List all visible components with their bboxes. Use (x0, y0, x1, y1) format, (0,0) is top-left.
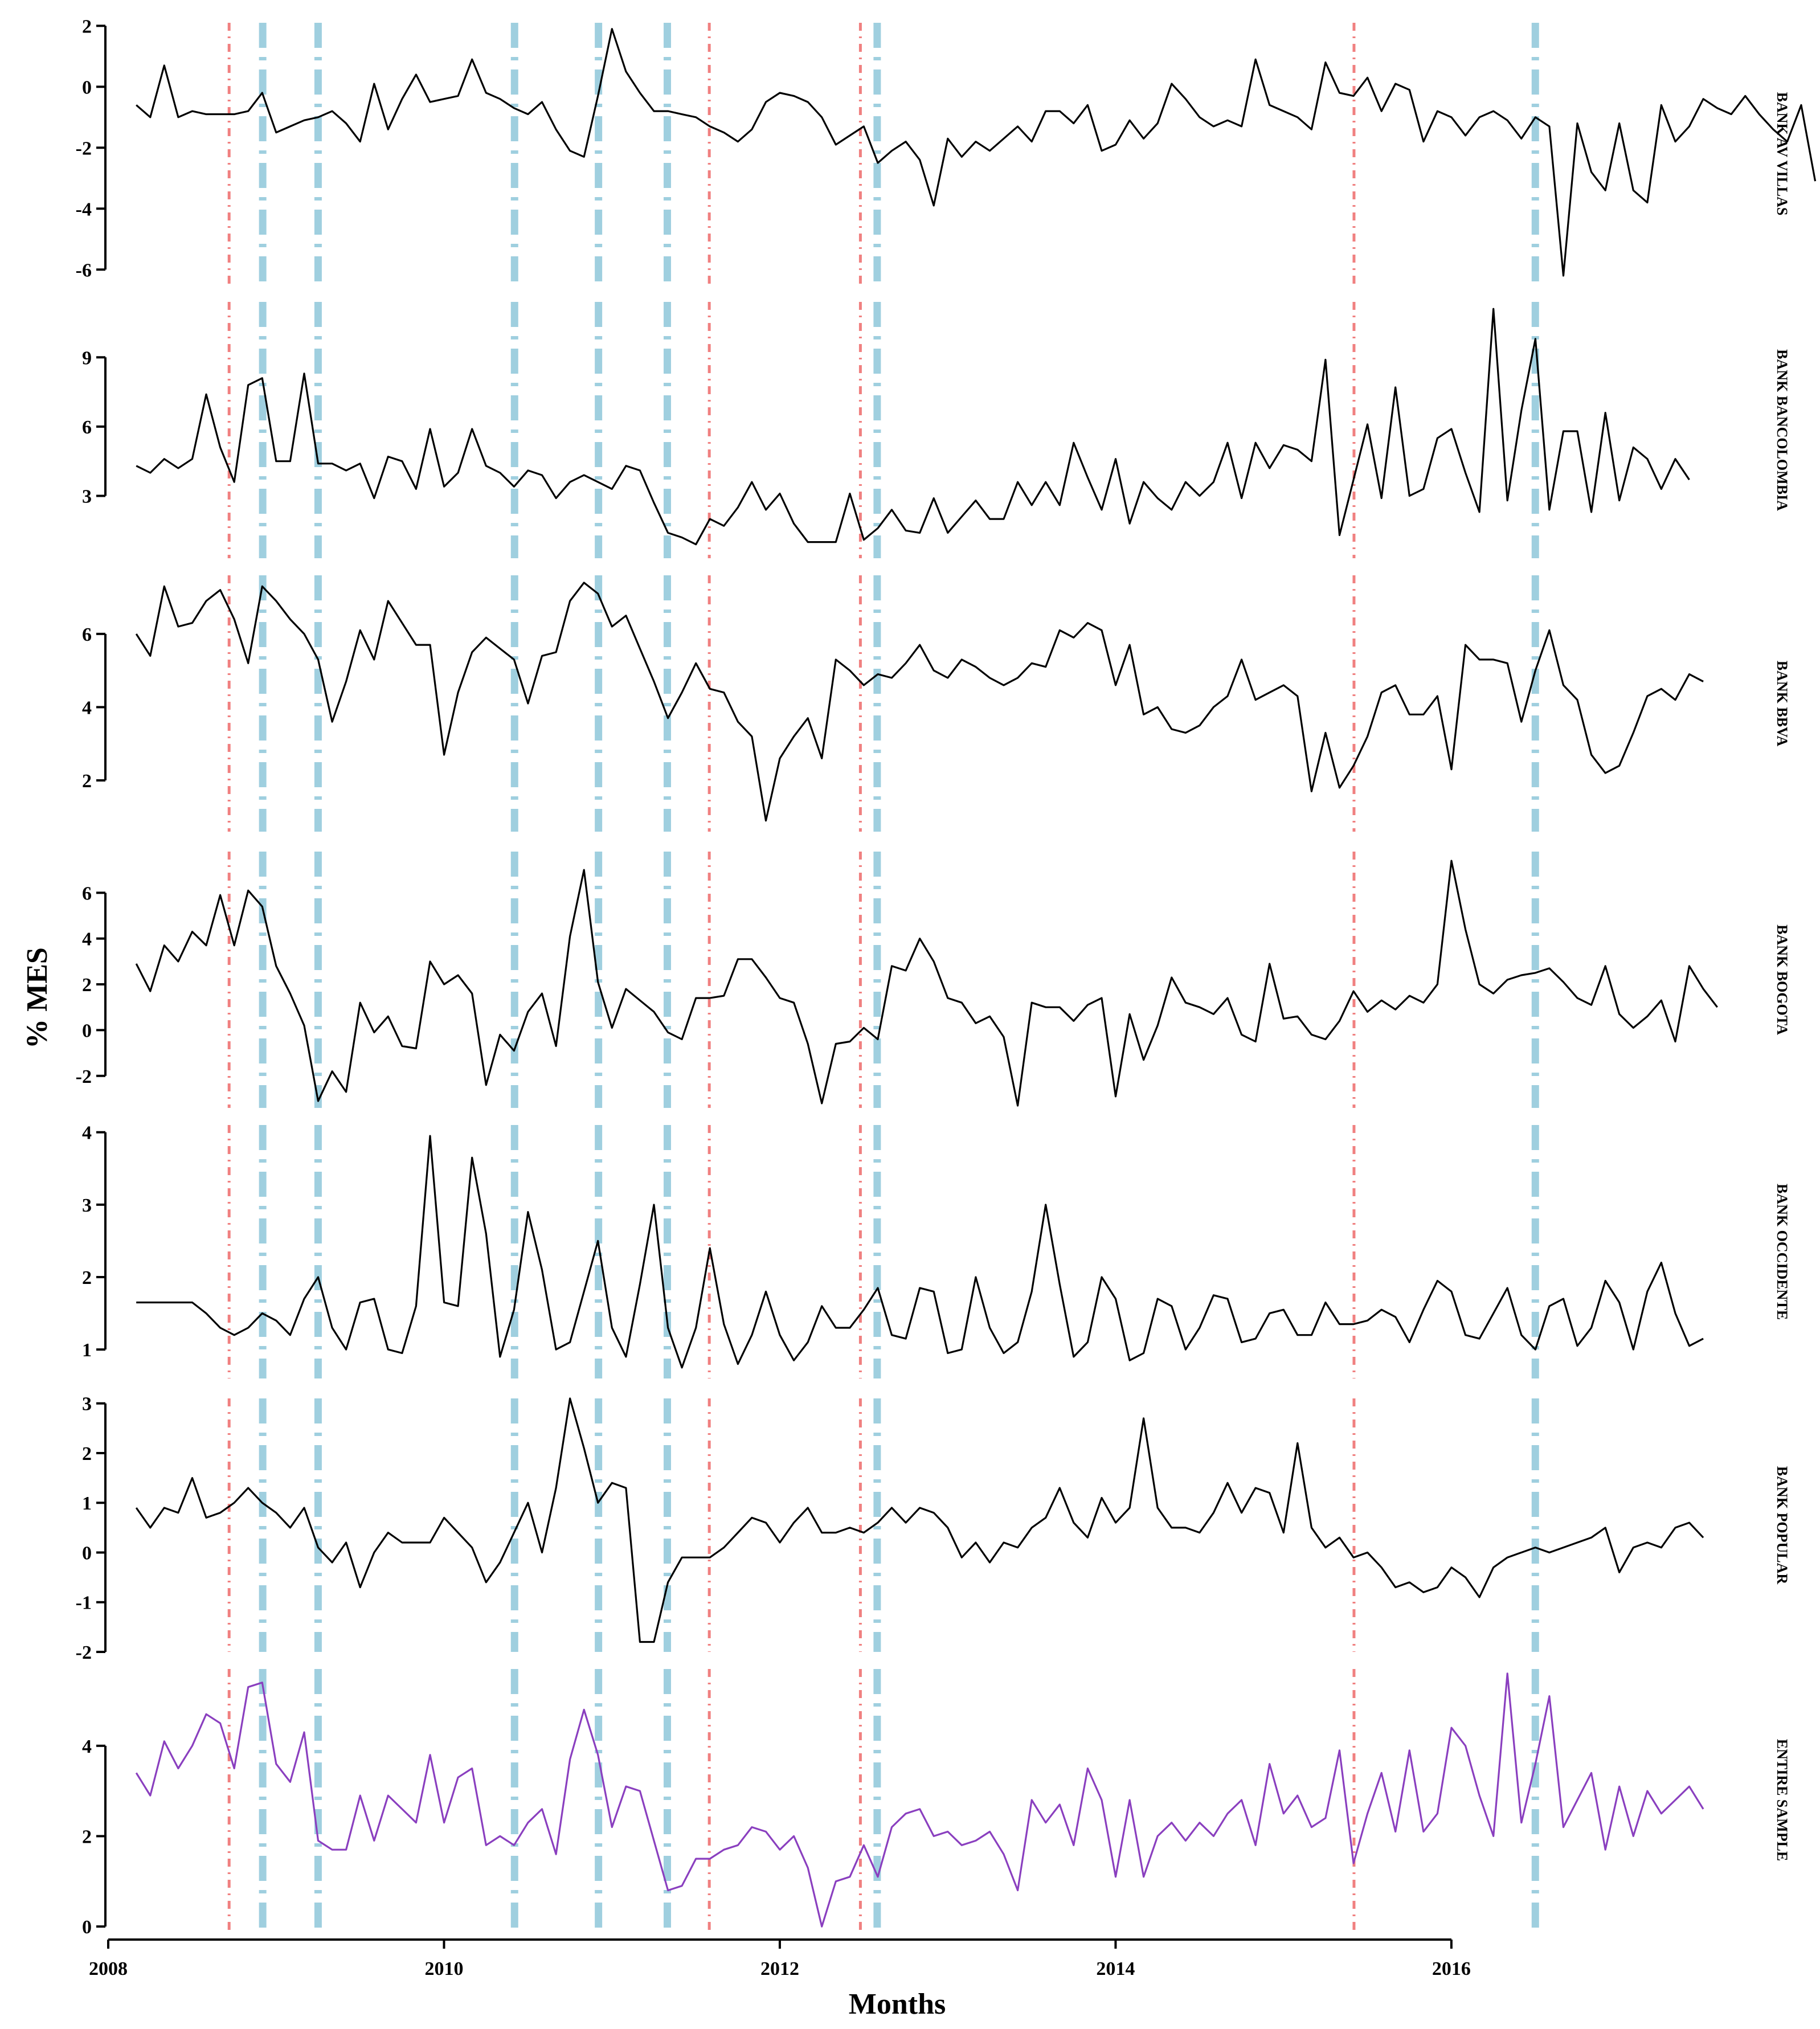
series-line (135, 1672, 1704, 1928)
series-line (136, 1135, 1704, 1369)
series-line (135, 860, 1718, 1107)
panel-bank-av-villas: 2 0 -2 -4 -6 BANK AV VILLAS (76, 16, 1817, 285)
panel-bank-bbva: 6 4 2 BANK BBVA (82, 575, 1790, 832)
series-line (135, 582, 1704, 822)
panel-strip-label: BANK BBVA (1774, 661, 1790, 747)
y-tick-label: -4 (76, 199, 92, 220)
y-tick-label: 4 (82, 697, 92, 718)
y-tick-label: 9 (82, 347, 92, 369)
series-line (136, 308, 1690, 546)
panel-strip-label: BANK BANCOLOMBIA (1774, 349, 1790, 511)
y-tick-label: 0 (82, 1020, 92, 1041)
panel-strip-label: ENTIRE SAMPLE (1774, 1739, 1790, 1862)
y-tick-label: 4 (82, 929, 92, 950)
x-tick-label: 2012 (760, 1958, 799, 1979)
panel-bank-occidente: 4 3 2 1 BANK OCCIDENTE (82, 1123, 1790, 1378)
y-tick-label: 2 (82, 1443, 92, 1465)
y-tick-label: 3 (82, 486, 92, 508)
plot-layer: 2 0 -2 -4 -6 BANK AV VILLAS 9 6 3 BANK BANCOLOMBI… (76, 16, 1817, 1979)
y-axis-title: % MES (21, 947, 54, 1049)
y-tick-label: -2 (76, 1642, 92, 1663)
x-tick-label: 2010 (424, 1958, 463, 1979)
y-tick-label: 6 (82, 417, 92, 438)
series-line (135, 1397, 1704, 1643)
panel-strip-label: BANK AV VILLAS (1774, 92, 1790, 216)
y-tick-label: 1 (82, 1340, 92, 1361)
panel-bank-popular: 3 2 1 0 -1 -2 BANK POPULAR (76, 1394, 1790, 1663)
y-tick-label: 3 (82, 1394, 92, 1415)
panel-strip-label: BANK POPULAR (1774, 1466, 1790, 1585)
y-tick-label: -6 (76, 260, 92, 281)
x-tick-label: 2014 (1096, 1958, 1135, 1979)
y-tick-label: 4 (82, 1736, 92, 1757)
y-tick-label: -2 (76, 1066, 92, 1087)
x-tick-label: 2016 (1432, 1958, 1471, 1979)
y-tick-label: 0 (82, 1917, 92, 1938)
y-tick-label: 2 (82, 771, 92, 792)
y-tick-label: 3 (82, 1195, 92, 1216)
y-tick-label: 4 (82, 1123, 92, 1144)
panel-strip-label: BANK OCCIDENTE (1774, 1184, 1790, 1320)
y-tick-label: 2 (82, 1826, 92, 1847)
x-axis-title: Months (849, 1988, 946, 2020)
y-tick-label: -1 (76, 1593, 92, 1614)
y-tick-label: 0 (82, 1543, 92, 1564)
x-tick-label: 2008 (89, 1958, 128, 1979)
series-line (136, 28, 1817, 277)
panel-entire-sample: 4 2 0 ENTIRE SAMPLE (82, 1669, 1790, 1938)
y-tick-label: 2 (82, 16, 92, 37)
panel-bank-bogota: 6 4 2 0 -2 BANK BOGOTA (76, 852, 1790, 1108)
y-tick-label: 1 (82, 1493, 92, 1514)
y-tick-label: 2 (82, 1267, 92, 1288)
panel-strip-label: BANK BOGOTA (1774, 924, 1790, 1035)
y-tick-label: 6 (82, 883, 92, 904)
panel-bank-bancolombia: 9 6 3 BANK BANCOLOMBIA (82, 302, 1790, 558)
x-axis: 2008 2010 2012 2014 2016 (89, 1938, 1471, 1979)
y-tick-label: 2 (82, 975, 92, 996)
y-tick-label: 6 (82, 624, 92, 645)
y-tick-label: 0 (82, 77, 92, 98)
y-tick-label: -2 (76, 138, 92, 159)
